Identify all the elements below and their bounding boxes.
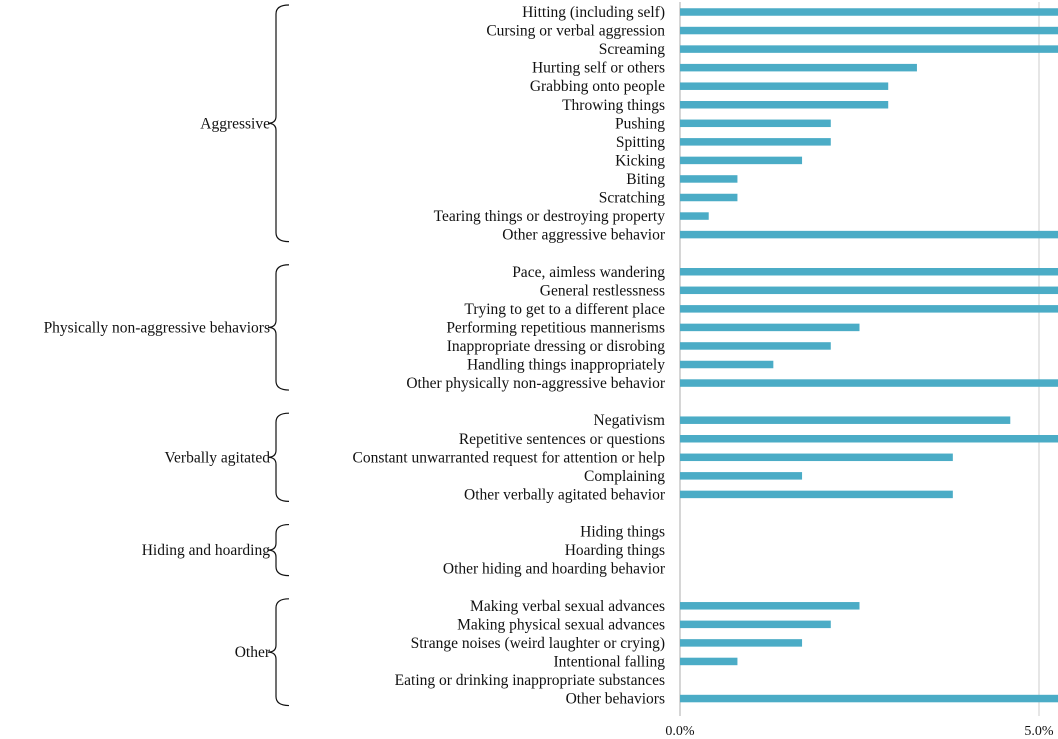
category-label: Screaming — [599, 41, 666, 58]
group-brace — [267, 598, 290, 707]
category-label: Hitting (including self) — [522, 4, 665, 21]
bar-negativism — [680, 416, 1011, 424]
group-label-verbally-agitated: Verbally agitated — [165, 449, 271, 466]
x-tick-label: 5.0% — [1024, 724, 1054, 739]
bar-other-verbally-agitated-behavior — [680, 490, 953, 499]
category-label: Hoarding things — [565, 542, 665, 559]
category-label: Trying to get to a different place — [464, 301, 665, 318]
group-label-layer: Aggressive Physically non-aggressive beha… — [44, 4, 290, 707]
bar-kicking — [680, 156, 803, 165]
category-label: Tearing things or destroying property — [434, 208, 666, 225]
bar-constant-unwarranted-request-for-attention-or-help — [680, 453, 953, 462]
category-label: Throwing things — [562, 97, 665, 114]
bar-other-behaviors — [680, 694, 1058, 703]
category-label: Complaining — [584, 468, 665, 485]
bar-layer — [680, 8, 1058, 703]
group-brace — [267, 4, 290, 243]
category-label: Other physically non-aggressive behavior — [406, 375, 666, 392]
group-brace — [267, 523, 290, 577]
bar-scratching — [680, 193, 738, 202]
category-label: Spitting — [616, 134, 665, 151]
category-label: Inappropriate dressing or disrobing — [447, 338, 665, 355]
bar-throwing-things — [680, 101, 889, 109]
category-label: Other hiding and hoarding behavior — [443, 561, 666, 578]
bar-intentional-falling — [680, 657, 738, 666]
category-label: Kicking — [615, 152, 665, 169]
category-label: Hurting self or others — [532, 60, 665, 77]
group-brace — [267, 412, 290, 502]
category-label: Pace, aimless wandering — [512, 264, 665, 281]
bar-repetitive-sentences-or-questions — [680, 435, 1058, 443]
category-label: General restlessness — [540, 282, 665, 299]
bar-complaining — [680, 472, 803, 480]
bar-making-physical-sexual-advances — [680, 620, 831, 629]
group-brace — [267, 264, 290, 391]
category-label-layer: Hitting (including self) Cursing or verba… — [353, 4, 666, 708]
category-label: Making physical sexual advances — [457, 616, 665, 633]
group-label-aggressive: Aggressive — [200, 115, 270, 132]
bar-tearing-things-or-destroying-property — [680, 212, 709, 220]
bar-other-aggressive-behavior — [680, 230, 1058, 239]
bar-grabbing-onto-people — [680, 82, 889, 90]
bar-making-verbal-sexual-advances — [680, 602, 860, 610]
bar-other-physically-non-aggressive-behavior — [680, 379, 1058, 387]
bar-cursing-or-verbal-aggression — [680, 26, 1058, 35]
bar-inappropriate-dressing-or-disrobing — [680, 342, 831, 350]
group-label-hiding-and-hoarding: Hiding and hoarding — [142, 542, 271, 559]
category-label: Other verbally agitated behavior — [464, 486, 666, 503]
bar-screaming — [680, 45, 1058, 53]
category-label: Handling things inappropriately — [467, 357, 665, 374]
category-label: Making verbal sexual advances — [470, 598, 665, 615]
x-tick-layer: 0.0%5.0%10.0%15.0%20.0% — [665, 724, 1054, 739]
bar-strange-noises-weird-laughter-or-crying — [680, 639, 803, 647]
category-label: Performing repetitious mannerisms — [446, 319, 665, 336]
bar-trying-to-get-to-a-different-place — [680, 305, 1058, 313]
group-label-other: Other — [235, 644, 271, 661]
category-label: Other behaviors — [566, 691, 665, 708]
category-label: Cursing or verbal aggression — [486, 23, 665, 40]
group-label-physically-non-aggressive-behaviors: Physically non-aggressive behaviors — [44, 319, 270, 336]
category-label: Scratching — [599, 190, 666, 207]
category-label: Eating or drinking inappropriate substan… — [395, 672, 665, 689]
category-label: Intentional falling — [554, 653, 666, 670]
category-label: Grabbing onto people — [530, 78, 665, 95]
x-tick-label: 0.0% — [665, 724, 695, 739]
category-label: Biting — [626, 171, 665, 188]
bar-handling-things-inappropriately — [680, 360, 774, 369]
category-label: Pushing — [615, 115, 665, 132]
category-label: Hiding things — [580, 524, 665, 541]
bar-pace-aimless-wandering — [680, 268, 1058, 276]
category-label: Other aggressive behavior — [502, 227, 666, 244]
bar-pushing — [680, 119, 831, 128]
bar-general-restlessness — [680, 286, 1058, 295]
category-label: Repetitive sentences or questions — [459, 431, 665, 448]
category-label: Negativism — [594, 412, 665, 429]
bar-performing-repetitious-mannerisms — [680, 323, 860, 332]
bar-biting — [680, 175, 738, 183]
category-label: Strange noises (weird laughter or crying… — [411, 635, 665, 652]
bar-hitting-including-self — [680, 8, 1058, 16]
bar-spitting — [680, 138, 831, 146]
category-label: Constant unwarranted request for attenti… — [353, 449, 666, 466]
bar-hurting-self-or-others — [680, 63, 917, 72]
